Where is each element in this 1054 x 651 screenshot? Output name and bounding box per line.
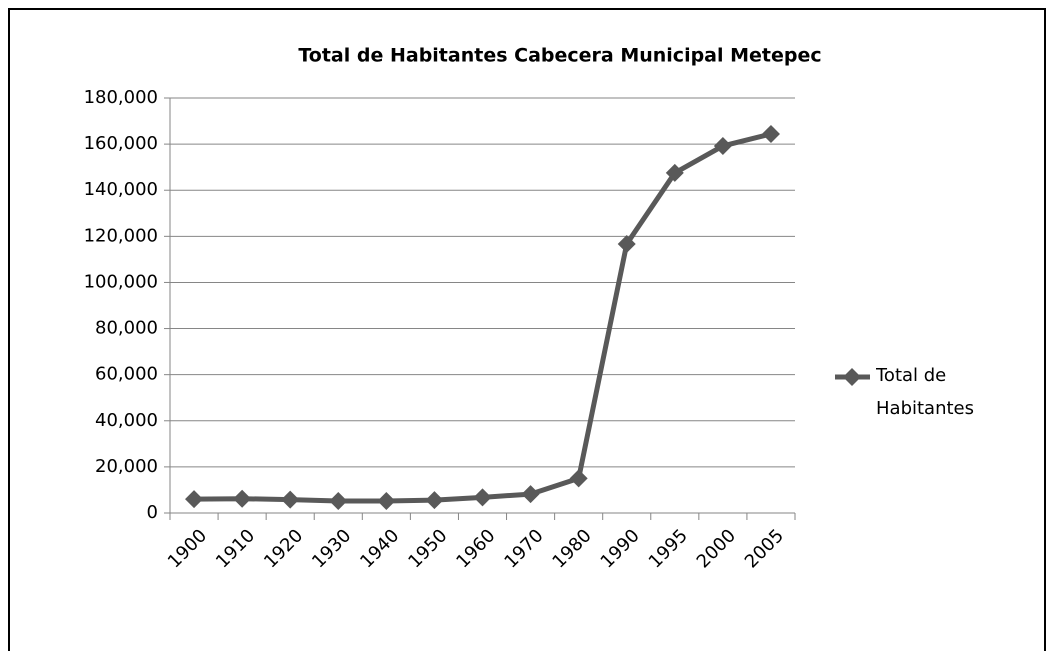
x-tick-label: 1980 [548,525,595,572]
marker [761,124,780,143]
x-tick-label: 1950 [404,525,451,572]
marker [281,490,300,509]
legend-marker [843,368,861,386]
y-tick-label: 160,000 [84,133,158,154]
y-tick-label: 80,000 [95,318,158,339]
x-tick-label: 2005 [741,525,788,572]
y-tick-label: 60,000 [95,364,158,385]
x-tick-label: 1920 [260,525,307,572]
x-tick-label: 1990 [597,525,644,572]
y-tick-label: 140,000 [84,179,158,200]
y-tick-label: 40,000 [95,410,158,431]
marker [665,163,684,182]
series-line [194,131,772,504]
chart-border [8,8,1046,651]
x-tick-label: 1960 [452,525,499,572]
chart-title: Total de Habitantes Cabecera Municipal M… [298,45,821,67]
marker [569,469,588,488]
x-tick-label: 1970 [500,525,547,572]
x-tick-label: 1930 [308,525,355,572]
marker [329,492,348,511]
marker [713,136,732,155]
y-tick-label: 180,000 [84,87,158,108]
x-tick-label: 1995 [645,525,692,572]
marker [617,234,636,253]
x-tick-label: 1910 [212,525,259,572]
x-tick-label: 2000 [693,525,740,572]
marker [473,488,492,507]
x-tick-label: 1940 [356,525,403,572]
legend-item: Total de Habitantes [876,365,974,419]
legend-label: Total de Habitantes [876,365,974,419]
marker [377,492,396,511]
marker [425,491,444,510]
y-tick-label: 120,000 [84,225,158,246]
y-tick-label: 100,000 [84,271,158,292]
marker [185,490,204,509]
y-tick-label: 0 [147,502,158,523]
x-tick-label: 1900 [164,525,211,572]
marker [521,485,540,504]
y-tick-label: 20,000 [95,456,158,477]
marker [233,489,252,508]
